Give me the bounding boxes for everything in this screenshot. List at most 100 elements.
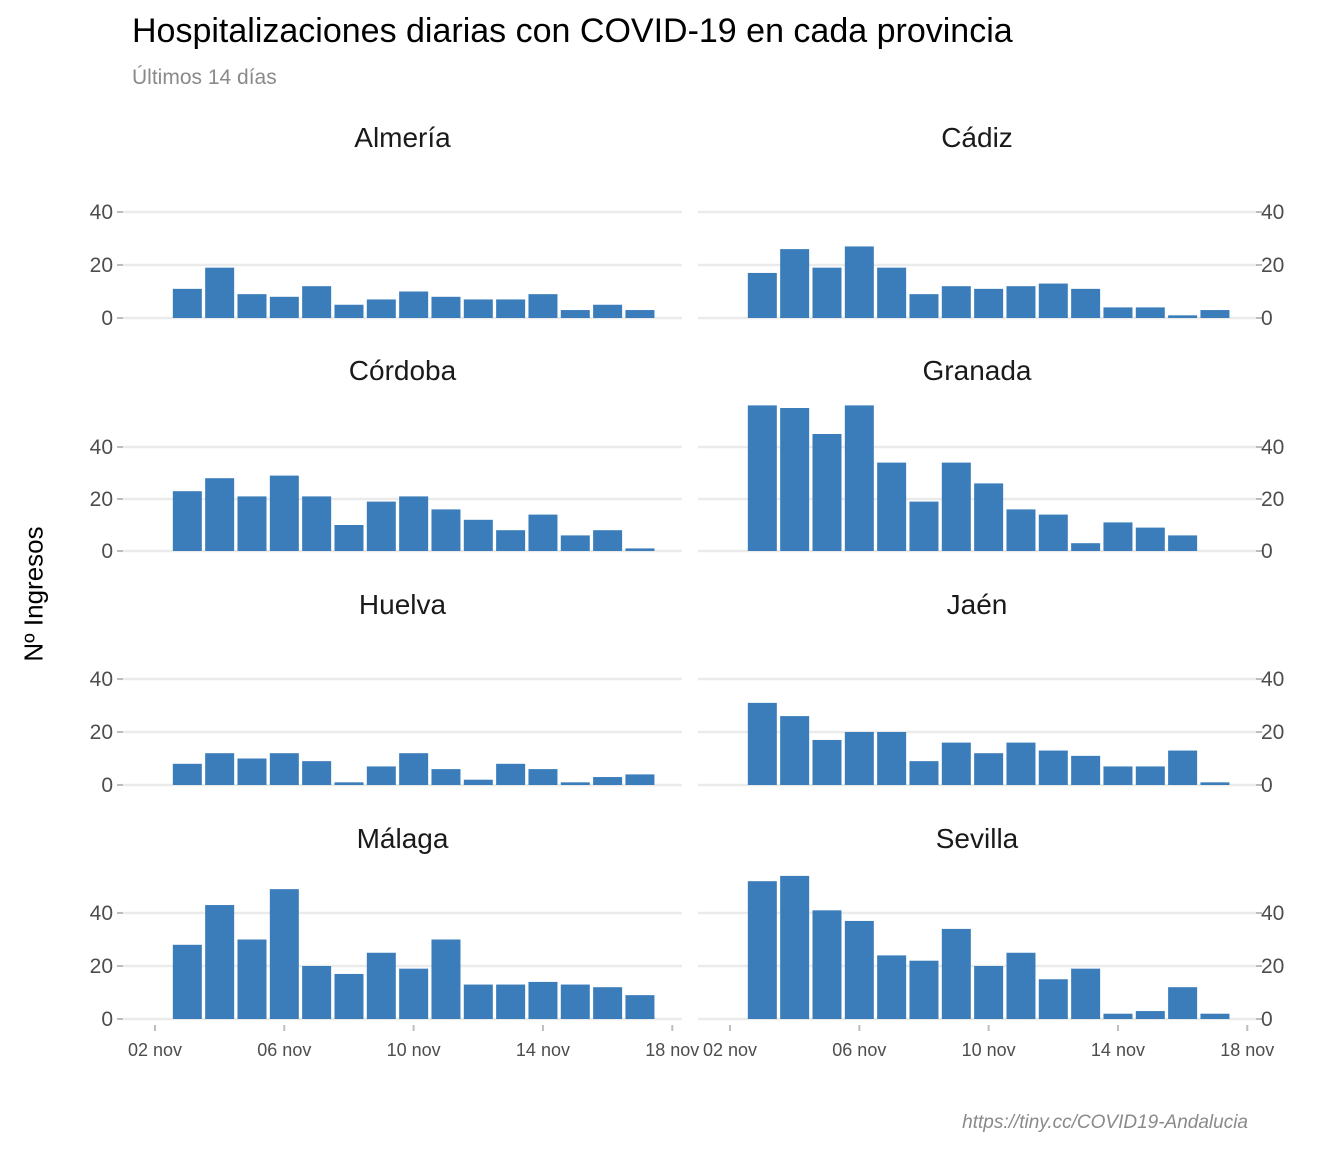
bar-granada-16: 16 nov: 6 bbox=[1168, 535, 1198, 551]
bar-almeria-9: 09 nov: 7 bbox=[366, 299, 396, 318]
bar-cadiz-14: 14 nov: 4 bbox=[1103, 307, 1133, 318]
bar-granada-11: 11 nov: 16 bbox=[1006, 509, 1036, 551]
bar-sevilla-4: 04 nov: 54 bbox=[780, 875, 810, 1019]
bar-malaga-14: 14 nov: 14 bbox=[528, 981, 558, 1019]
bar-granada-9: 09 nov: 34 bbox=[941, 462, 971, 551]
bar-jaen-14: 14 nov: 7 bbox=[1103, 766, 1133, 785]
x-tick-label: 06 nov bbox=[257, 1040, 311, 1060]
bar-granada-15: 15 nov: 9 bbox=[1135, 527, 1165, 551]
bar-granada-5: 05 nov: 45 bbox=[812, 434, 842, 551]
bar-cordoba-7: 07 nov: 21 bbox=[302, 496, 332, 551]
bar-jaen-3: 03 nov: 31 bbox=[747, 702, 777, 785]
y-tick-label: 40 bbox=[1261, 201, 1284, 224]
bar-cordoba-8: 08 nov: 10 bbox=[334, 525, 364, 551]
bar-malaga-5: 05 nov: 30 bbox=[237, 939, 267, 1019]
y-tick-label: 40 bbox=[90, 668, 113, 691]
bar-granada-12: 12 nov: 14 bbox=[1038, 514, 1068, 551]
bar-huelva-11: 11 nov: 6 bbox=[431, 769, 461, 785]
bar-almeria-7: 07 nov: 12 bbox=[302, 286, 332, 318]
bar-cadiz-13: 13 nov: 11 bbox=[1071, 288, 1101, 318]
bar-sevilla-9: 09 nov: 34 bbox=[941, 928, 971, 1019]
bar-cadiz-8: 08 nov: 9 bbox=[909, 294, 939, 318]
bar-cordoba-13: 13 nov: 8 bbox=[496, 530, 526, 551]
bar-granada-10: 10 nov: 26 bbox=[974, 483, 1004, 551]
bar-cordoba-12: 12 nov: 12 bbox=[463, 519, 493, 551]
chart-title: Hospitalizaciones diarias con COVID-19 e… bbox=[132, 12, 1013, 50]
facet-title-jaen: Jaén bbox=[947, 589, 1008, 620]
bar-jaen-16: 16 nov: 13 bbox=[1168, 750, 1198, 785]
bar-granada-4: 04 nov: 55 bbox=[780, 408, 810, 551]
bar-huelva-9: 09 nov: 7 bbox=[366, 766, 396, 785]
bar-cordoba-9: 09 nov: 19 bbox=[366, 501, 396, 551]
bar-granada-3: 03 nov: 56 bbox=[747, 405, 777, 551]
bar-sevilla-14: 14 nov: 2 bbox=[1103, 1013, 1133, 1019]
bar-huelva-10: 10 nov: 12 bbox=[399, 753, 429, 785]
y-tick-label: 20 bbox=[90, 721, 113, 744]
facet-title-granada: Granada bbox=[923, 355, 1032, 386]
bar-huelva-14: 14 nov: 6 bbox=[528, 769, 558, 785]
bar-malaga-15: 15 nov: 13 bbox=[560, 984, 590, 1019]
bar-almeria-12: 12 nov: 7 bbox=[463, 299, 493, 318]
bar-jaen-15: 15 nov: 7 bbox=[1135, 766, 1165, 785]
bar-cadiz-15: 15 nov: 4 bbox=[1135, 307, 1165, 318]
bar-granada-14: 14 nov: 11 bbox=[1103, 522, 1133, 551]
bar-jaen-6: 06 nov: 20 bbox=[844, 732, 874, 785]
bar-sevilla-11: 11 nov: 25 bbox=[1006, 952, 1036, 1019]
bar-malaga-11: 11 nov: 30 bbox=[431, 939, 461, 1019]
bar-sevilla-17: 17 nov: 2 bbox=[1200, 1013, 1230, 1019]
bar-malaga-8: 08 nov: 17 bbox=[334, 973, 364, 1019]
x-tick-label: 02 nov bbox=[128, 1040, 182, 1060]
bar-malaga-7: 07 nov: 20 bbox=[302, 966, 332, 1019]
bar-cordoba-11: 11 nov: 16 bbox=[431, 509, 461, 551]
y-tick-label: 40 bbox=[1261, 902, 1284, 925]
bar-cordoba-10: 10 nov: 21 bbox=[399, 496, 429, 551]
bar-cadiz-12: 12 nov: 13 bbox=[1038, 283, 1068, 318]
bar-granada-7: 07 nov: 34 bbox=[877, 462, 907, 551]
y-tick-label: 20 bbox=[90, 254, 113, 277]
x-tick-label: 14 nov bbox=[1091, 1040, 1145, 1060]
bar-sevilla-13: 13 nov: 19 bbox=[1071, 968, 1101, 1019]
bar-cadiz-17: 17 nov: 3 bbox=[1200, 310, 1230, 318]
y-tick-label: 0 bbox=[101, 307, 113, 330]
x-tick-label: 02 nov bbox=[703, 1040, 757, 1060]
bar-cadiz-5: 05 nov: 19 bbox=[812, 267, 842, 318]
bar-almeria-14: 14 nov: 9 bbox=[528, 294, 558, 318]
bar-cadiz-6: 06 nov: 27 bbox=[844, 246, 874, 318]
bar-jaen-9: 09 nov: 16 bbox=[941, 742, 971, 785]
facet-title-almeria: Almería bbox=[354, 122, 451, 153]
bar-malaga-13: 13 nov: 13 bbox=[496, 984, 526, 1019]
bar-huelva-17: 17 nov: 4 bbox=[625, 774, 655, 785]
bar-jaen-11: 11 nov: 16 bbox=[1006, 742, 1036, 785]
bar-malaga-9: 09 nov: 25 bbox=[366, 952, 396, 1019]
bar-cordoba-3: 03 nov: 23 bbox=[172, 491, 202, 551]
bar-cadiz-4: 04 nov: 26 bbox=[780, 249, 810, 318]
bar-cordoba-15: 15 nov: 6 bbox=[560, 535, 590, 551]
bar-sevilla-5: 05 nov: 41 bbox=[812, 910, 842, 1019]
bar-almeria-17: 17 nov: 3 bbox=[625, 310, 655, 318]
y-tick-label: 20 bbox=[1261, 721, 1284, 744]
bar-malaga-10: 10 nov: 19 bbox=[399, 968, 429, 1019]
bar-malaga-16: 16 nov: 12 bbox=[593, 987, 623, 1019]
bar-huelva-7: 07 nov: 9 bbox=[302, 761, 332, 785]
bar-almeria-11: 11 nov: 8 bbox=[431, 296, 461, 318]
y-tick-label: 0 bbox=[101, 774, 113, 797]
bar-huelva-15: 15 nov: 1 bbox=[560, 782, 590, 785]
bar-almeria-5: 05 nov: 9 bbox=[237, 294, 267, 318]
y-tick-label: 20 bbox=[1261, 254, 1284, 277]
bar-huelva-16: 16 nov: 3 bbox=[593, 777, 623, 785]
x-tick-label: 14 nov bbox=[516, 1040, 570, 1060]
bar-jaen-10: 10 nov: 12 bbox=[974, 753, 1004, 785]
bar-cordoba-4: 04 nov: 28 bbox=[205, 478, 235, 551]
x-tick-label: 10 nov bbox=[962, 1040, 1016, 1060]
bar-cadiz-7: 07 nov: 19 bbox=[877, 267, 907, 318]
x-tick-label: 18 nov bbox=[645, 1040, 699, 1060]
y-tick-label: 20 bbox=[1261, 955, 1284, 978]
bar-sevilla-16: 16 nov: 12 bbox=[1168, 987, 1198, 1019]
x-tick-label: 06 nov bbox=[832, 1040, 886, 1060]
bar-cadiz-3: 03 nov: 17 bbox=[747, 272, 777, 318]
bar-jaen-7: 07 nov: 20 bbox=[877, 732, 907, 785]
bar-almeria-13: 13 nov: 7 bbox=[496, 299, 526, 318]
bar-almeria-15: 15 nov: 3 bbox=[560, 310, 590, 318]
bar-malaga-12: 12 nov: 13 bbox=[463, 984, 493, 1019]
